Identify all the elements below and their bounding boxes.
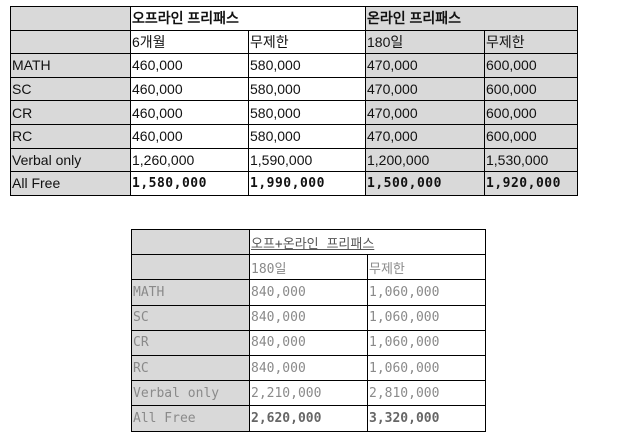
- row-label: SC: [10, 76, 131, 102]
- corner-cell: [131, 228, 250, 256]
- price-cell: 1,990,000: [248, 171, 366, 196]
- price-cell: 1,260,000: [130, 147, 249, 173]
- price-cell: 2,810,000: [366, 380, 487, 407]
- price-cell: 600,000: [484, 100, 578, 125]
- price-cell: 460,000: [130, 76, 249, 102]
- price-cell: 460,000: [130, 123, 249, 149]
- price-cell: 1,580,000: [130, 171, 249, 196]
- price-cell: 580,000: [248, 53, 366, 78]
- combined-pass-header: 오프+온라인 프리패스: [248, 228, 487, 256]
- price-cell: 1,200,000: [365, 147, 485, 173]
- price-cell: 470,000: [365, 123, 485, 149]
- price-cell: 600,000: [484, 123, 578, 149]
- price-cell: 840,000: [249, 354, 368, 382]
- row-label: MATH: [131, 279, 250, 306]
- price-cell: 840,000: [249, 279, 368, 306]
- sub-header: 무제한: [366, 254, 487, 281]
- price-cell: 580,000: [248, 123, 366, 149]
- price-cell: 600,000: [484, 76, 578, 102]
- table-row: Verbal only 1,260,000 1,590,000 1,200,000 1,…: [10, 147, 578, 173]
- corner-cell: [131, 254, 250, 281]
- row-label: CR: [10, 100, 131, 125]
- price-cell: 1,060,000: [366, 329, 487, 356]
- price-cell: 1,530,000: [484, 147, 578, 173]
- pricing-table-combined: 오프+온라인 프리패스 180일 무제한 MATH 840,000 1,060,00…: [131, 228, 487, 432]
- table-row: SC 840,000 1,060,000: [131, 304, 487, 331]
- row-label: SC: [131, 304, 250, 331]
- table-row: CR 840,000 1,060,000: [131, 329, 487, 356]
- price-cell: 1,590,000: [248, 147, 366, 173]
- sub-header: 무제한: [248, 29, 366, 55]
- price-cell: 1,060,000: [366, 354, 487, 382]
- price-cell: 2,210,000: [249, 380, 368, 407]
- table-row: RC 460,000 580,000 470,000 600,000: [10, 123, 578, 149]
- sub-header: 6개월: [130, 29, 249, 55]
- sub-header-row: 180일 무제한: [131, 254, 487, 281]
- online-pass-header: 온라인 프리패스: [365, 6, 578, 31]
- table-row: MATH 460,000 580,000 470,000 600,000: [10, 53, 578, 78]
- price-cell: 580,000: [248, 76, 366, 102]
- row-label: All Free: [131, 405, 250, 432]
- table-row: All Free 1,580,000 1,990,000 1,500,000 1,920…: [10, 171, 578, 196]
- row-label: RC: [131, 354, 250, 382]
- row-label: All Free: [10, 171, 131, 196]
- row-label: RC: [10, 123, 131, 149]
- price-cell: 470,000: [365, 76, 485, 102]
- table-row: SC 460,000 580,000 470,000 600,000: [10, 76, 578, 102]
- price-cell: 1,500,000: [365, 171, 485, 196]
- price-cell: 840,000: [249, 304, 368, 331]
- offline-pass-header: 오프라인 프리패스: [130, 6, 366, 31]
- price-cell: 1,920,000: [484, 171, 578, 196]
- group-header-row: 오프+온라인 프리패스: [131, 228, 487, 256]
- table-row: RC 840,000 1,060,000: [131, 354, 487, 382]
- row-label: CR: [131, 329, 250, 356]
- sub-header: 180일: [249, 254, 368, 281]
- sub-header: 무제한: [484, 29, 578, 55]
- row-label: Verbal only: [10, 147, 131, 173]
- table-row: Verbal only 2,210,000 2,810,000: [131, 380, 487, 407]
- price-cell: 460,000: [130, 53, 249, 78]
- table-row: All Free 2,620,000 3,320,000: [131, 405, 487, 432]
- price-cell: 470,000: [365, 100, 485, 125]
- pricing-table-offline-online: 오프라인 프리패스 온라인 프리패스 6개월 무제한 180일 무제한 MATH…: [10, 6, 578, 196]
- table-row: MATH 840,000 1,060,000: [131, 279, 487, 306]
- row-label: Verbal only: [131, 380, 250, 407]
- price-cell: 580,000: [248, 100, 366, 125]
- row-label: MATH: [10, 53, 131, 78]
- corner-cell: [10, 6, 131, 31]
- price-cell: 2,620,000: [249, 405, 368, 432]
- corner-cell: [10, 29, 131, 55]
- price-cell: 460,000: [130, 100, 249, 125]
- price-cell: 3,320,000: [366, 405, 487, 432]
- price-cell: 1,060,000: [366, 279, 487, 306]
- table-row: CR 460,000 580,000 470,000 600,000: [10, 100, 578, 125]
- price-cell: 600,000: [484, 53, 578, 78]
- sub-header: 180일: [365, 29, 485, 55]
- price-cell: 470,000: [365, 53, 485, 78]
- price-cell: 1,060,000: [366, 304, 487, 331]
- price-cell: 840,000: [249, 329, 368, 356]
- group-header-row: 오프라인 프리패스 온라인 프리패스: [10, 6, 578, 31]
- sub-header-row: 6개월 무제한 180일 무제한: [10, 29, 578, 55]
